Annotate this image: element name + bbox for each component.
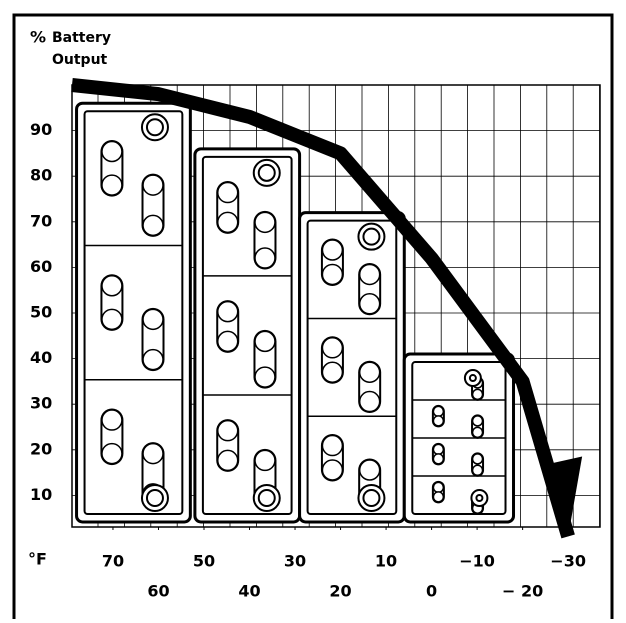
cylinder-end: [321, 434, 344, 457]
terminal: [357, 484, 386, 512]
cylinder-end: [321, 337, 344, 359]
cylinder-end: [471, 464, 484, 477]
terminal: [252, 484, 281, 512]
cylinder-end: [321, 263, 344, 286]
terminal: [362, 227, 381, 246]
x-tick-label: − 20: [502, 582, 543, 601]
output-curve: [71, 78, 575, 539]
y-tick-label: 90: [30, 120, 52, 139]
x-tick-label: 10: [375, 552, 397, 571]
x-tick-label: 60: [147, 582, 169, 601]
terminal: [145, 489, 164, 507]
cylinder-end: [358, 263, 381, 286]
cylinder-end: [432, 491, 445, 503]
cylinder-end: [358, 293, 381, 315]
x-tick-label: −30: [550, 552, 586, 571]
y-tick-label: 10: [30, 485, 52, 504]
x-tick-label: 0: [426, 582, 437, 601]
cylinder-end: [432, 405, 445, 418]
y-tick-label: 20: [30, 439, 52, 458]
cylinder-end: [432, 415, 445, 427]
cylinder-end: [216, 181, 239, 204]
cylinder-end: [216, 449, 239, 472]
battery-inner: [83, 110, 184, 516]
cylinder-end: [101, 308, 123, 331]
terminal: [468, 374, 477, 383]
cylinder-end: [321, 361, 344, 383]
cylinder-end: [432, 453, 445, 465]
terminal: [257, 163, 276, 182]
battery-inner: [201, 155, 293, 515]
cylinder-end: [142, 442, 164, 465]
y-label-symbol: %: [30, 28, 46, 47]
terminal: [470, 489, 489, 507]
battery-inner: [306, 219, 398, 515]
cylinder-end: [101, 409, 123, 431]
cylinder-end: [432, 443, 445, 456]
y-label: Battery: [52, 30, 111, 46]
terminal: [475, 494, 484, 502]
x-tick-label: −10: [459, 552, 495, 571]
cylinder-end: [216, 211, 239, 234]
cylinder-end: [142, 174, 164, 196]
cylinder-end: [358, 459, 381, 481]
x-label: °F: [28, 550, 47, 569]
terminal: [463, 369, 482, 388]
y-tick-label: 70: [30, 211, 52, 230]
x-tick-label: 20: [329, 582, 351, 601]
terminal: [357, 222, 386, 251]
cylinder-end: [321, 459, 344, 481]
terminal: [362, 489, 381, 507]
cylinder-end: [142, 308, 164, 331]
cylinder-end: [321, 239, 344, 261]
cylinder-end: [254, 247, 276, 269]
cylinder-end: [142, 348, 164, 371]
y-tick-label: 80: [30, 166, 52, 185]
x-tick-label: 30: [284, 552, 306, 571]
cylinder-end: [358, 361, 381, 383]
cylinder-end: [101, 140, 123, 163]
arrow-head: [546, 456, 583, 537]
terminal: [140, 484, 169, 512]
battery: [193, 147, 302, 524]
cylinder-end: [254, 330, 276, 353]
y-tick-label: 60: [30, 257, 52, 276]
x-tick-label: 50: [193, 552, 215, 571]
cylinder-end: [254, 366, 276, 388]
cylinder-end: [101, 442, 123, 465]
y-tick-label: 40: [30, 348, 52, 367]
y-tick-label: 30: [30, 394, 52, 413]
cylinder-end: [101, 275, 123, 297]
cylinder-end: [216, 330, 239, 353]
cylinder-end: [101, 174, 123, 196]
cylinder-end: [254, 211, 276, 234]
y-label: Output: [52, 52, 108, 68]
cylinder-end: [216, 300, 239, 323]
x-tick-label: 70: [102, 552, 124, 571]
cylinder-end: [216, 419, 239, 442]
x-tick-label: 40: [238, 582, 260, 601]
frame: [12, 13, 614, 619]
cylinder-end: [471, 453, 484, 465]
terminal: [140, 113, 169, 142]
terminal: [252, 158, 281, 187]
cylinder-end: [358, 390, 381, 413]
cylinder-end: [471, 426, 484, 439]
cylinder-end: [471, 415, 484, 427]
battery: [298, 211, 406, 524]
y-tick-label: 50: [30, 303, 52, 322]
cylinder-end: [471, 388, 484, 401]
cylinder-end: [432, 481, 445, 494]
battery: [75, 101, 192, 524]
cylinder-end: [142, 214, 164, 237]
cylinder-end: [254, 449, 276, 472]
terminal: [257, 489, 276, 507]
terminal: [145, 118, 164, 137]
